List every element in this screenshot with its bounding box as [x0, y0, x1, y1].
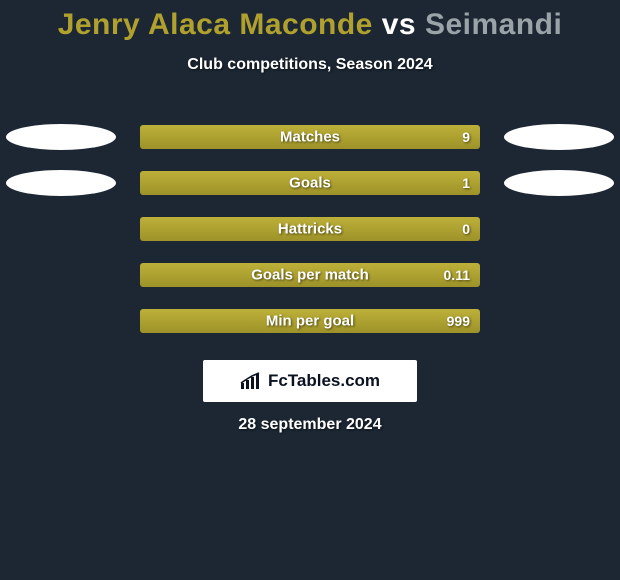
chart-row: Goals 1 — [0, 160, 620, 206]
page-title: Jenry Alaca Maconde vs Seimandi — [58, 8, 563, 42]
subtitle: Club competitions, Season 2024 — [187, 56, 432, 74]
stat-value-right: 0 — [462, 221, 470, 237]
date-stamp: 28 september 2024 — [238, 416, 381, 434]
player-ellipse-right — [504, 124, 614, 150]
title-player1: Jenry Alaca Maconde — [58, 8, 373, 41]
title-player2: Seimandi — [425, 8, 562, 41]
chart-row: Min per goal 999 — [0, 298, 620, 344]
player-ellipse-left — [6, 170, 116, 196]
stat-label: Goals per match — [251, 267, 369, 284]
stat-bar: Min per goal 999 — [140, 309, 480, 333]
stat-value-right: 0.11 — [444, 267, 470, 283]
stat-value-right: 9 — [462, 129, 470, 145]
player-ellipse-left — [6, 124, 116, 150]
chart-icon — [240, 372, 262, 390]
chart-row: Hattricks 0 — [0, 206, 620, 252]
stat-label: Hattricks — [278, 221, 342, 238]
chart-row: Goals per match 0.11 — [0, 252, 620, 298]
comparison-chart: Matches 9 Goals 1 Hattricks 0 Goals per match 0… — [0, 114, 620, 344]
stat-label: Goals — [289, 175, 331, 192]
stat-value-right: 999 — [447, 313, 470, 329]
title-vs: vs — [382, 8, 416, 41]
stat-label: Matches — [280, 129, 340, 146]
stat-bar: Goals per match 0.11 — [140, 263, 480, 287]
comparison-card: Jenry Alaca Maconde vs Seimandi Club com… — [0, 0, 620, 434]
branding-text: FcTables.com — [268, 371, 380, 391]
chart-row: Matches 9 — [0, 114, 620, 160]
stat-label: Min per goal — [266, 313, 354, 330]
stat-bar: Matches 9 — [140, 125, 480, 149]
player-ellipse-right — [504, 170, 614, 196]
stat-bar: Hattricks 0 — [140, 217, 480, 241]
stat-bar: Goals 1 — [140, 171, 480, 195]
branding-badge[interactable]: FcTables.com — [203, 360, 417, 402]
stat-value-right: 1 — [462, 175, 470, 191]
